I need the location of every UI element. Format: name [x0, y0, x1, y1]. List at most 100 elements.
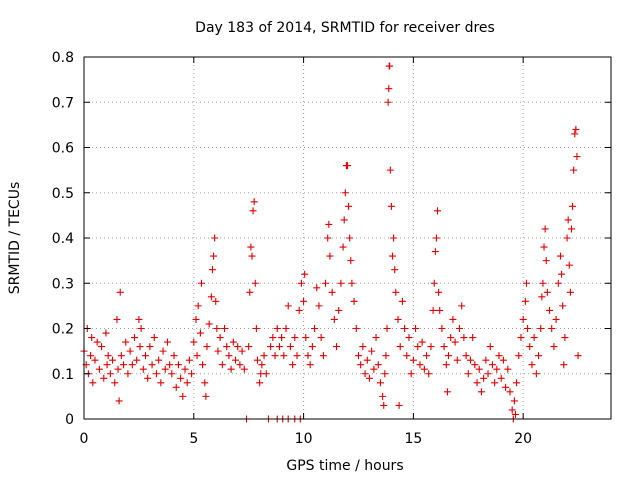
- data-point: [203, 343, 211, 351]
- data-point: [524, 325, 532, 332]
- x-tick-label: 20: [514, 431, 532, 447]
- data-point: [172, 383, 180, 391]
- data-point: [295, 306, 303, 314]
- data-point: [394, 315, 402, 323]
- data-point: [484, 370, 492, 378]
- data-point: [359, 343, 367, 351]
- data-point: [210, 252, 218, 260]
- data-point: [98, 343, 106, 351]
- data-point: [211, 234, 219, 242]
- y-tick-label: 0.7: [52, 95, 74, 111]
- data-point: [120, 361, 128, 369]
- data-point: [381, 370, 389, 378]
- grid-lines: [84, 57, 611, 419]
- data-point: [91, 356, 99, 364]
- data-point: [192, 315, 200, 323]
- data-point: [346, 234, 354, 242]
- data-point: [234, 343, 242, 351]
- data-point: [449, 315, 457, 323]
- data-points: [80, 62, 582, 423]
- data-point: [542, 257, 550, 265]
- data-point: [249, 207, 257, 215]
- data-point: [155, 356, 163, 364]
- data-point: [395, 401, 403, 409]
- data-point: [348, 279, 356, 287]
- axis-ticks: [83, 56, 611, 420]
- data-point: [440, 343, 448, 351]
- x-tick-label: 10: [295, 431, 313, 447]
- data-point: [445, 352, 453, 360]
- data-point: [253, 356, 261, 364]
- data-point: [188, 370, 196, 378]
- data-point: [390, 234, 398, 242]
- data-point: [273, 325, 281, 332]
- data-point: [179, 392, 187, 400]
- data-point: [488, 361, 496, 369]
- data-point: [344, 162, 351, 170]
- chart-title: Day 183 of 2014, SRMTID for receiver dre…: [195, 20, 495, 36]
- data-point: [376, 379, 384, 387]
- data-point: [570, 166, 578, 174]
- data-point: [250, 198, 258, 206]
- data-point: [499, 356, 507, 364]
- data-point: [137, 325, 145, 332]
- data-point: [168, 370, 176, 378]
- data-point: [212, 297, 220, 305]
- data-point: [315, 302, 323, 310]
- data-point: [398, 297, 406, 305]
- data-point: [521, 297, 529, 305]
- data-point: [434, 207, 442, 215]
- data-point: [286, 343, 294, 351]
- data-point: [401, 325, 409, 332]
- data-point: [539, 279, 547, 287]
- data-point: [528, 361, 536, 369]
- data-point: [114, 365, 122, 373]
- data-point: [208, 266, 216, 274]
- data-point: [201, 379, 209, 387]
- data-point: [141, 352, 149, 360]
- data-point: [161, 365, 169, 373]
- data-point: [405, 334, 413, 342]
- data-point: [159, 347, 167, 355]
- data-point: [88, 334, 96, 342]
- data-point: [438, 325, 446, 332]
- data-point: [216, 334, 224, 342]
- data-point: [384, 98, 392, 106]
- data-point: [530, 334, 538, 342]
- data-point: [526, 343, 534, 351]
- data-point: [361, 370, 369, 378]
- data-point: [368, 347, 376, 355]
- data-point: [554, 279, 562, 287]
- data-point: [87, 352, 95, 360]
- data-point: [380, 401, 388, 409]
- data-point: [541, 225, 549, 233]
- data-point: [473, 379, 481, 387]
- data-point: [113, 315, 121, 323]
- data-point: [144, 374, 152, 382]
- data-point: [248, 252, 256, 260]
- data-point: [451, 338, 459, 346]
- data-point: [464, 370, 472, 378]
- data-point: [372, 334, 380, 342]
- data-point: [260, 352, 268, 360]
- data-point: [567, 225, 575, 233]
- data-point: [194, 302, 202, 310]
- data-point: [537, 325, 545, 332]
- data-point: [510, 397, 518, 405]
- y-tick-label: 0.5: [52, 186, 74, 202]
- data-point: [340, 216, 348, 224]
- x-tick-label: 5: [189, 431, 198, 447]
- data-point: [280, 352, 288, 360]
- data-point: [289, 361, 297, 369]
- data-point: [383, 325, 391, 332]
- data-point: [247, 243, 255, 251]
- y-tick-label: 0.4: [52, 231, 74, 247]
- data-point: [347, 257, 355, 265]
- data-point: [322, 279, 330, 287]
- data-point: [136, 343, 144, 351]
- data-point: [482, 356, 490, 364]
- data-point: [563, 234, 571, 242]
- data-point: [517, 334, 525, 342]
- data-point: [412, 325, 420, 332]
- data-point: [458, 302, 466, 310]
